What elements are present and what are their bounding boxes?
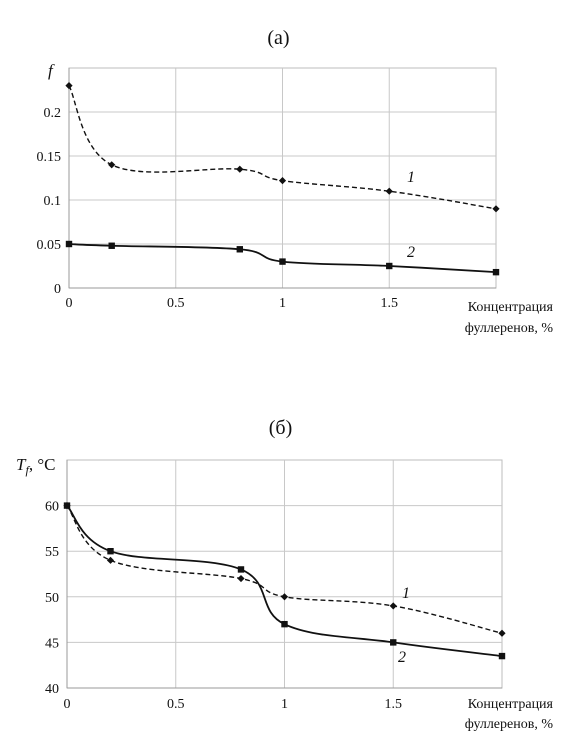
x-tick-label: 0 [64,697,71,712]
y-axis-label: Tf, °C [16,455,55,477]
chart-panel-a: (а) 0 0.05 0.1 0.15 0.2 0 0.5 1 1.5 f Концентрация ф… [37,27,554,336]
panel-label: (б) [269,417,293,439]
data-point-series-1 [492,205,500,213]
x-tick-label: 0.5 [167,296,185,311]
x-axis-label-line1: Концентрация [468,697,554,712]
x-tick-label: 0.5 [167,697,185,712]
y-tick-label: 45 [45,636,59,651]
series-label-1: 1 [402,585,410,602]
data-point-series-2 [108,242,115,249]
x-tick-label: 1 [279,296,286,311]
data-point-series-1 [108,161,116,169]
data-point-series-1 [280,593,289,601]
x-axis-label-line1: Концентрация [468,300,554,315]
data-point-series-1 [385,187,393,195]
data-point-series-2 [279,258,286,265]
x-axis-label-line2: фуллеренов, % [465,321,554,336]
y-tick-label: 40 [45,682,59,697]
data-point-series-2 [498,652,506,660]
panel-label: (а) [267,27,289,49]
x-tick-label: 0 [66,296,73,311]
series-label-1: 1 [407,169,415,186]
data-point-series-1 [278,177,287,185]
y-tick-label: 50 [45,591,59,606]
y-axis-label-main: T [16,455,27,474]
y-tick-label: 0.1 [44,194,62,209]
y-tick-label: 0.2 [44,106,62,121]
data-point-series-1 [237,574,245,583]
data-point-series-2 [236,246,243,253]
y-axis-label: f [48,61,55,80]
data-point-series-1 [106,556,115,564]
y-axis-label-unit: , °C [29,455,56,474]
series-label-2: 2 [398,649,406,666]
data-point-series-2 [281,620,288,628]
data-point-series-2 [65,240,73,248]
y-tick-label: 60 [45,500,59,515]
data-point-series-2 [492,268,500,276]
x-axis-label-line2: фуллеренов, % [465,717,554,732]
y-axis-label-main: f [48,61,55,80]
series-line-1 [68,85,497,210]
data-point-series-1 [498,629,506,637]
y-tick-label: 0.05 [37,238,62,253]
y-tick-label: 0.15 [37,150,62,165]
data-point-series-1 [236,165,244,173]
data-point-series-2 [63,502,71,509]
x-tick-label: 1.5 [381,296,399,311]
data-point-series-2 [237,566,245,573]
data-point-series-2 [386,262,393,270]
y-tick-label: 0 [54,282,61,297]
data-point-series-2 [390,639,397,646]
chart-panel-b: (б) 40 45 50 55 60 0 0.5 1 1.5 Tf, °C Концентрация ф… [16,417,554,732]
x-tick-label: 1 [281,697,288,712]
data-point-series-2 [107,548,114,555]
y-tick-label: 55 [45,545,59,560]
y-axis-label-subscript: f [25,463,30,477]
data-point-series-1 [65,82,73,90]
data-point-series-1 [389,602,397,610]
series-label-2: 2 [407,244,415,261]
x-tick-label: 1.5 [385,697,403,712]
series-line-1 [66,505,503,634]
